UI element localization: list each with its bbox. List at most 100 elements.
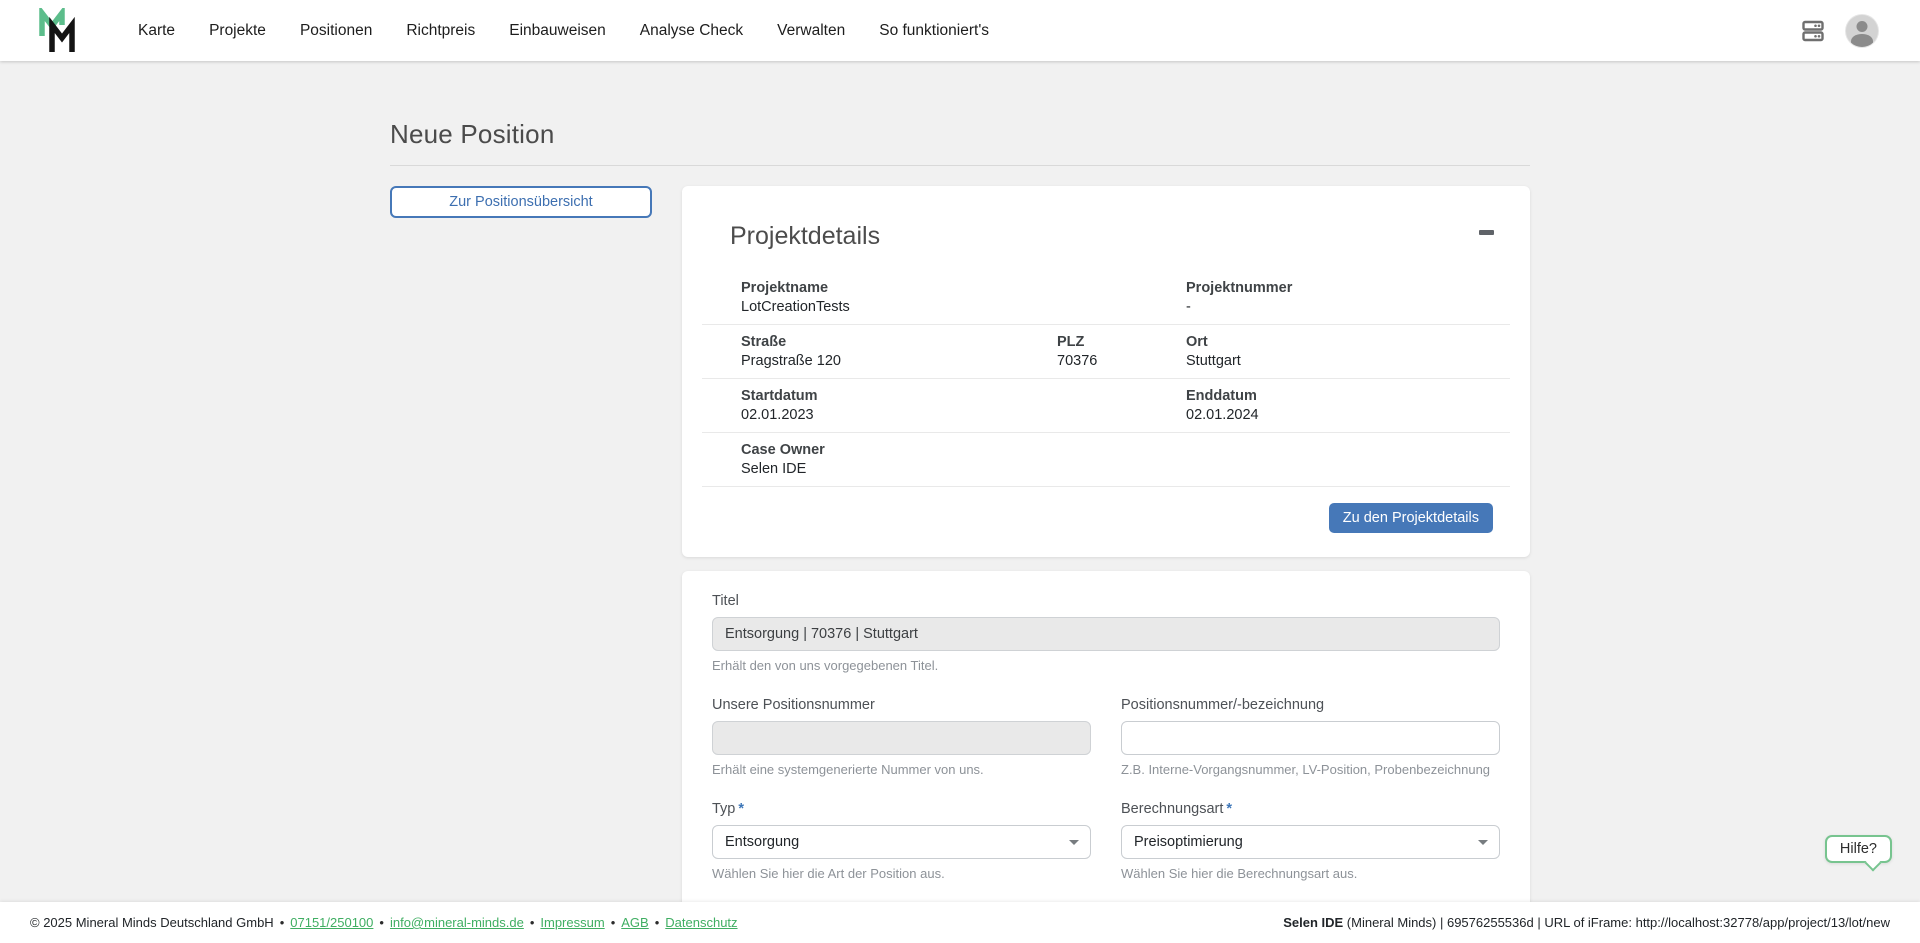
brand-logo-icon[interactable] xyxy=(36,7,82,54)
project-details-card: Projektdetails Projektname LotCreationTe… xyxy=(682,186,1530,557)
field-strasse: Straße Pragstraße 120 xyxy=(741,334,1057,370)
field-case-owner: Case Owner Selen IDE xyxy=(741,442,1057,478)
server-rack-icon[interactable] xyxy=(1802,19,1824,43)
field-projektname: Projektname LotCreationTests xyxy=(741,280,1057,316)
footer-left: © 2025 Mineral Minds Deutschland GmbH • … xyxy=(30,915,738,930)
field-label: Startdatum xyxy=(741,388,818,404)
table-row: Case Owner Selen IDE xyxy=(702,433,1510,487)
unsere-positionsnummer-helper-text: Erhält eine systemgenerierte Nummer von … xyxy=(712,762,984,777)
field-plz: PLZ 70376 xyxy=(1057,334,1186,370)
footer-session-info: Selen IDE (Mineral Minds) | 69576255536d… xyxy=(1283,915,1890,930)
nav-item-karte[interactable]: Karte xyxy=(138,21,176,39)
field-label: Ort xyxy=(1186,334,1208,350)
berechnungsart-label: Berechnungsart * xyxy=(1121,801,1500,817)
datenschutz-link[interactable]: Datenschutz xyxy=(665,915,738,930)
required-asterisk: * xyxy=(738,801,745,817)
project-details-title: Projektdetails xyxy=(730,222,881,250)
nav-item-projekte[interactable]: Projekte xyxy=(209,21,266,39)
field-value: 70376 xyxy=(1057,353,1098,369)
unsere-positionsnummer-field: Unsere Positionsnummer Erhält eine syste… xyxy=(712,697,1091,777)
empty-cell xyxy=(1057,280,1186,316)
field-ort: Ort Stuttgart xyxy=(1186,334,1510,370)
nav-item-so-funktionierts[interactable]: So funktioniert's xyxy=(879,21,990,39)
collapse-card-button[interactable] xyxy=(1479,222,1494,243)
help-button[interactable]: Hilfe? xyxy=(1824,835,1892,872)
field-label: Enddatum xyxy=(1186,388,1257,404)
typ-select[interactable]: Entsorgung xyxy=(712,825,1091,859)
avatar-head-shape xyxy=(1856,20,1868,32)
field-projektnummer: Projektnummer - xyxy=(1186,280,1510,316)
titel-input xyxy=(712,617,1500,651)
field-label: Straße xyxy=(741,334,787,350)
field-value: LotCreationTests xyxy=(741,299,850,315)
field-value: Selen IDE xyxy=(741,461,807,477)
footer-user-name: Selen IDE xyxy=(1283,915,1344,930)
positionsnummer-helper-text: Z.B. Interne-Vorgangsnummer, LV-Position… xyxy=(1121,762,1491,777)
table-row: Straße Pragstraße 120 PLZ 70376 Ort Stut… xyxy=(702,325,1510,379)
separator-dot: • xyxy=(529,915,535,930)
nav-item-einbauweisen[interactable]: Einbauweisen xyxy=(509,21,606,39)
separator-dot: • xyxy=(610,915,616,930)
header-right-icons xyxy=(1802,14,1878,47)
left-column: Zur Positionsübersicht xyxy=(390,186,652,218)
field-value: 02.01.2023 xyxy=(741,407,814,423)
field-label: Case Owner xyxy=(741,442,825,458)
go-to-project-details-button[interactable]: Zu den Projektdetails xyxy=(1328,503,1493,533)
titel-label: Titel xyxy=(712,593,739,609)
footer-session-text: (Mineral Minds) | 69576255536d | URL of … xyxy=(1343,915,1890,930)
berechnungsart-label-text: Berechnungsart xyxy=(1121,801,1224,817)
typ-selected-value: Entsorgung xyxy=(725,834,800,850)
unsere-positionsnummer-input xyxy=(712,721,1091,755)
title-divider xyxy=(390,165,1530,166)
field-label: Projektnummer xyxy=(1186,280,1293,296)
chevron-down-icon xyxy=(1069,840,1079,845)
footer-bar: © 2025 Mineral Minds Deutschland GmbH • … xyxy=(0,902,1920,943)
berechnungsart-selected-value: Preisoptimierung xyxy=(1134,834,1243,850)
typ-label: Typ * xyxy=(712,801,1091,817)
page-title: Neue Position xyxy=(390,119,555,149)
titel-field: Titel Erhält den von uns vorgegebenen Ti… xyxy=(712,593,1500,673)
main-nav: Karte Projekte Positionen Richtpreis Ein… xyxy=(138,22,989,40)
field-value: Stuttgart xyxy=(1186,353,1241,369)
separator-dot: • xyxy=(379,915,384,930)
field-value: - xyxy=(1186,299,1191,315)
nav-item-positionen[interactable]: Positionen xyxy=(299,21,373,39)
positionsnummer-field: Positionsnummer/-bezeichnung Z.B. Intern… xyxy=(1121,697,1500,777)
avatar-body-shape xyxy=(1851,33,1873,47)
position-number-row: Unsere Positionsnummer Erhält eine syste… xyxy=(712,697,1500,777)
table-row: Startdatum 02.01.2023 Enddatum 02.01.202… xyxy=(702,379,1510,433)
separator-dot: • xyxy=(279,915,285,930)
phone-link[interactable]: 07151/250100 xyxy=(290,915,374,930)
empty-cell xyxy=(1057,388,1186,424)
chevron-down-icon xyxy=(1478,840,1488,845)
berechnungsart-select[interactable]: Preisoptimierung xyxy=(1121,825,1500,859)
field-enddatum: Enddatum 02.01.2024 xyxy=(1186,388,1510,424)
nav-item-verwalten[interactable]: Verwalten xyxy=(777,21,846,39)
content-row: Zur Positionsübersicht Projektdetails xyxy=(390,186,1530,943)
typ-helper-text: Wählen Sie hier die Art der Position aus… xyxy=(712,866,945,881)
empty-cell xyxy=(1186,442,1510,478)
email-link[interactable]: info@mineral-minds.de xyxy=(389,915,524,930)
user-avatar-icon[interactable] xyxy=(1846,14,1878,47)
agb-link[interactable]: AGB xyxy=(621,915,649,930)
project-details-table: Projektname LotCreationTests Projektnumm… xyxy=(702,271,1510,487)
nav-item-analyse-check[interactable]: Analyse Check xyxy=(639,21,744,39)
impressum-link[interactable]: Impressum xyxy=(540,915,605,930)
project-card-actions: Zu den Projektdetails xyxy=(702,487,1510,543)
content-container: Neue Position Zur Positionsübersicht Pro… xyxy=(390,61,1530,943)
required-asterisk: * xyxy=(1226,801,1233,817)
field-value: 02.01.2024 xyxy=(1186,407,1259,423)
field-label: PLZ xyxy=(1057,334,1085,350)
positionsnummer-input[interactable] xyxy=(1121,721,1500,755)
nav-item-richtpreis[interactable]: Richtpreis xyxy=(406,21,476,39)
new-position-form-card: Titel Erhält den von uns vorgegebenen Ti… xyxy=(682,571,1530,943)
top-navigation-bar: Karte Projekte Positionen Richtpreis Ein… xyxy=(0,0,1920,61)
unsere-positionsnummer-label: Unsere Positionsnummer xyxy=(712,697,875,713)
empty-cell xyxy=(1057,442,1186,478)
project-details-header: Projektdetails xyxy=(702,222,1510,251)
typ-label-text: Typ xyxy=(712,801,736,817)
main-content: Neue Position Zur Positionsübersicht Pro… xyxy=(0,61,1920,943)
field-startdatum: Startdatum 02.01.2023 xyxy=(741,388,1057,424)
back-to-positions-button[interactable]: Zur Positionsübersicht xyxy=(390,186,652,218)
berechnungsart-helper-text: Wählen Sie hier die Berechnungsart aus. xyxy=(1121,866,1358,881)
